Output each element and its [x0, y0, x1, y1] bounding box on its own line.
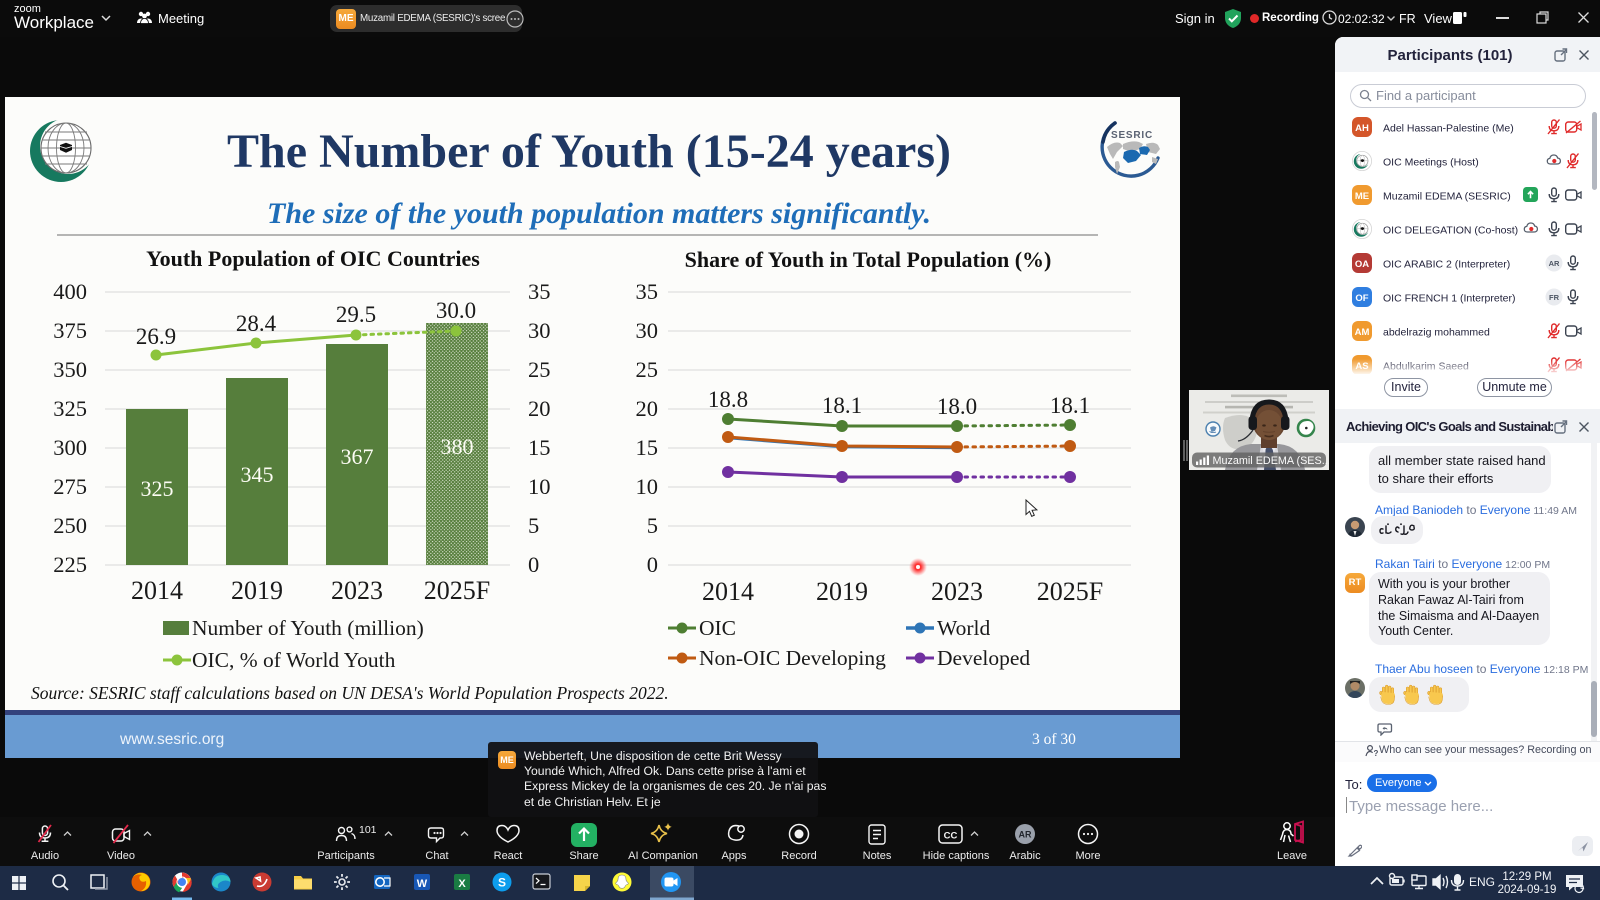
svg-text:AR: AR [1549, 259, 1560, 268]
svg-text:AI Companion: AI Companion [628, 850, 698, 862]
svg-text:5: 5 [528, 513, 539, 538]
svg-text:10: 10 [528, 474, 551, 499]
svg-text:325: 325 [53, 396, 87, 421]
svg-text:OA: OA [1355, 259, 1369, 270]
svg-text:S: S [498, 876, 506, 890]
svg-text:W: W [417, 878, 428, 890]
svg-text:2019: 2019 [816, 577, 868, 606]
svg-text:OIC DELEGATION (Co-host): OIC DELEGATION (Co-host) [1383, 225, 1518, 237]
svg-text:The Number of Youth (15-24 yea: The Number of Youth (15-24 years) [227, 125, 951, 178]
svg-text:More: More [1075, 850, 1100, 862]
svg-text:300: 300 [53, 435, 87, 460]
svg-text:Video: Video [107, 850, 135, 862]
svg-text:26.9: 26.9 [136, 324, 176, 349]
svg-text:2025F: 2025F [1037, 577, 1103, 606]
svg-text:AM: AM [1355, 327, 1370, 338]
svg-text:ME: ME [1355, 191, 1369, 202]
svg-text:350: 350 [53, 357, 87, 382]
svg-text:18.8: 18.8 [708, 387, 748, 412]
svg-text:18.0: 18.0 [937, 394, 977, 419]
svg-text:30: 30 [528, 318, 551, 343]
svg-text:25: 25 [636, 357, 659, 382]
svg-text:AR: AR [1019, 830, 1032, 840]
svg-text:18.1: 18.1 [822, 393, 862, 418]
svg-text:OF: OF [1355, 293, 1368, 304]
svg-text:OIC FRENCH 1 (Interpreter): OIC FRENCH 1 (Interpreter) [1383, 293, 1515, 305]
svg-text:Apps: Apps [721, 850, 747, 862]
svg-text:World: World [937, 616, 990, 640]
svg-text:Arabic: Arabic [1009, 850, 1041, 862]
svg-text:FR: FR [1549, 293, 1560, 302]
svg-text:3 of 30: 3 of 30 [1032, 731, 1076, 748]
svg-text:2014: 2014 [702, 577, 754, 606]
svg-text:2023: 2023 [931, 577, 983, 606]
svg-text:2019: 2019 [231, 576, 283, 605]
svg-text:30: 30 [636, 318, 659, 343]
svg-text:?: ? [1374, 749, 1379, 757]
svg-text:2014: 2014 [131, 576, 183, 605]
svg-text:400: 400 [53, 279, 87, 304]
svg-text:375: 375 [53, 318, 87, 343]
svg-text:20: 20 [528, 396, 551, 421]
svg-text:The size of the youth populati: The size of the youth population matters… [267, 197, 931, 230]
svg-text:101: 101 [359, 824, 377, 836]
svg-text:Source: SESRIC staff calculati: Source: SESRIC staff calculations based … [31, 683, 669, 703]
svg-text:Number of Youth (million): Number of Youth (million) [192, 616, 424, 640]
svg-text:18.1: 18.1 [1050, 393, 1090, 418]
svg-text:OIC Meetings (Host): OIC Meetings (Host) [1383, 157, 1479, 169]
svg-text:15: 15 [636, 435, 659, 460]
svg-text:367: 367 [341, 444, 374, 469]
svg-text:abdelrazig mohammed: abdelrazig mohammed [1383, 327, 1490, 339]
svg-text:35: 35 [636, 279, 659, 304]
svg-text:React: React [494, 850, 523, 862]
svg-text:SESRIC: SESRIC [1111, 130, 1153, 141]
svg-text:10: 10 [636, 474, 659, 499]
svg-text:2023: 2023 [331, 576, 383, 605]
svg-text:Audio: Audio [31, 850, 59, 862]
svg-text:0: 0 [647, 552, 658, 577]
svg-text:Participants: Participants [317, 850, 375, 862]
svg-text:275: 275 [53, 474, 87, 499]
svg-text:Youth Population of OIC Countr: Youth Population of OIC Countries [146, 246, 480, 271]
svg-text:Muzamil EDEMA (SESRIC): Muzamil EDEMA (SESRIC) [1383, 191, 1511, 203]
svg-text:225: 225 [53, 552, 87, 577]
svg-text:250: 250 [53, 513, 87, 538]
svg-text:35: 35 [528, 279, 551, 304]
svg-text:Share: Share [569, 850, 598, 862]
svg-text:AH: AH [1355, 123, 1369, 134]
svg-text:www.sesric.org: www.sesric.org [119, 731, 224, 748]
svg-text:28.4: 28.4 [236, 311, 277, 336]
svg-text:Leave: Leave [1277, 850, 1307, 862]
svg-text:Chat: Chat [425, 850, 448, 862]
svg-text:OIC ARABIC 2 (Interpreter): OIC ARABIC 2 (Interpreter) [1383, 259, 1510, 271]
svg-text:15: 15 [528, 435, 551, 460]
svg-text:ENG: ENG [1469, 875, 1495, 889]
svg-text:OIC: OIC [699, 616, 736, 640]
svg-text:0: 0 [528, 552, 539, 577]
svg-text:25: 25 [528, 357, 551, 382]
svg-text:X: X [458, 878, 466, 890]
svg-text:Hide captions: Hide captions [923, 850, 990, 862]
svg-text:380: 380 [441, 434, 474, 459]
svg-text:Muzamil EDEMA (SES...: Muzamil EDEMA (SES... [1213, 455, 1330, 467]
svg-text:29.5: 29.5 [336, 302, 376, 327]
svg-text:Non-OIC Developing: Non-OIC Developing [699, 646, 886, 670]
svg-text:5: 5 [647, 513, 658, 538]
svg-text:Record: Record [781, 850, 816, 862]
svg-text:30.0: 30.0 [436, 298, 476, 323]
svg-text:Share of Youth in Total Popula: Share of Youth in Total Population (%) [685, 247, 1052, 272]
svg-text:345: 345 [241, 462, 274, 487]
svg-text:12:29 PM: 12:29 PM [1502, 871, 1551, 883]
svg-text:325: 325 [141, 476, 174, 501]
svg-text:20: 20 [636, 396, 659, 421]
svg-text:Notes: Notes [863, 850, 892, 862]
svg-text:2024-09-19: 2024-09-19 [1498, 884, 1557, 896]
svg-text:Adel Hassan-Palestine (Me): Adel Hassan-Palestine (Me) [1383, 123, 1514, 135]
svg-text:CC: CC [944, 831, 958, 842]
svg-text:OIC, % of World Youth: OIC, % of World Youth [192, 648, 396, 672]
svg-text:Developed: Developed [937, 646, 1030, 670]
svg-text:2025F: 2025F [424, 576, 490, 605]
